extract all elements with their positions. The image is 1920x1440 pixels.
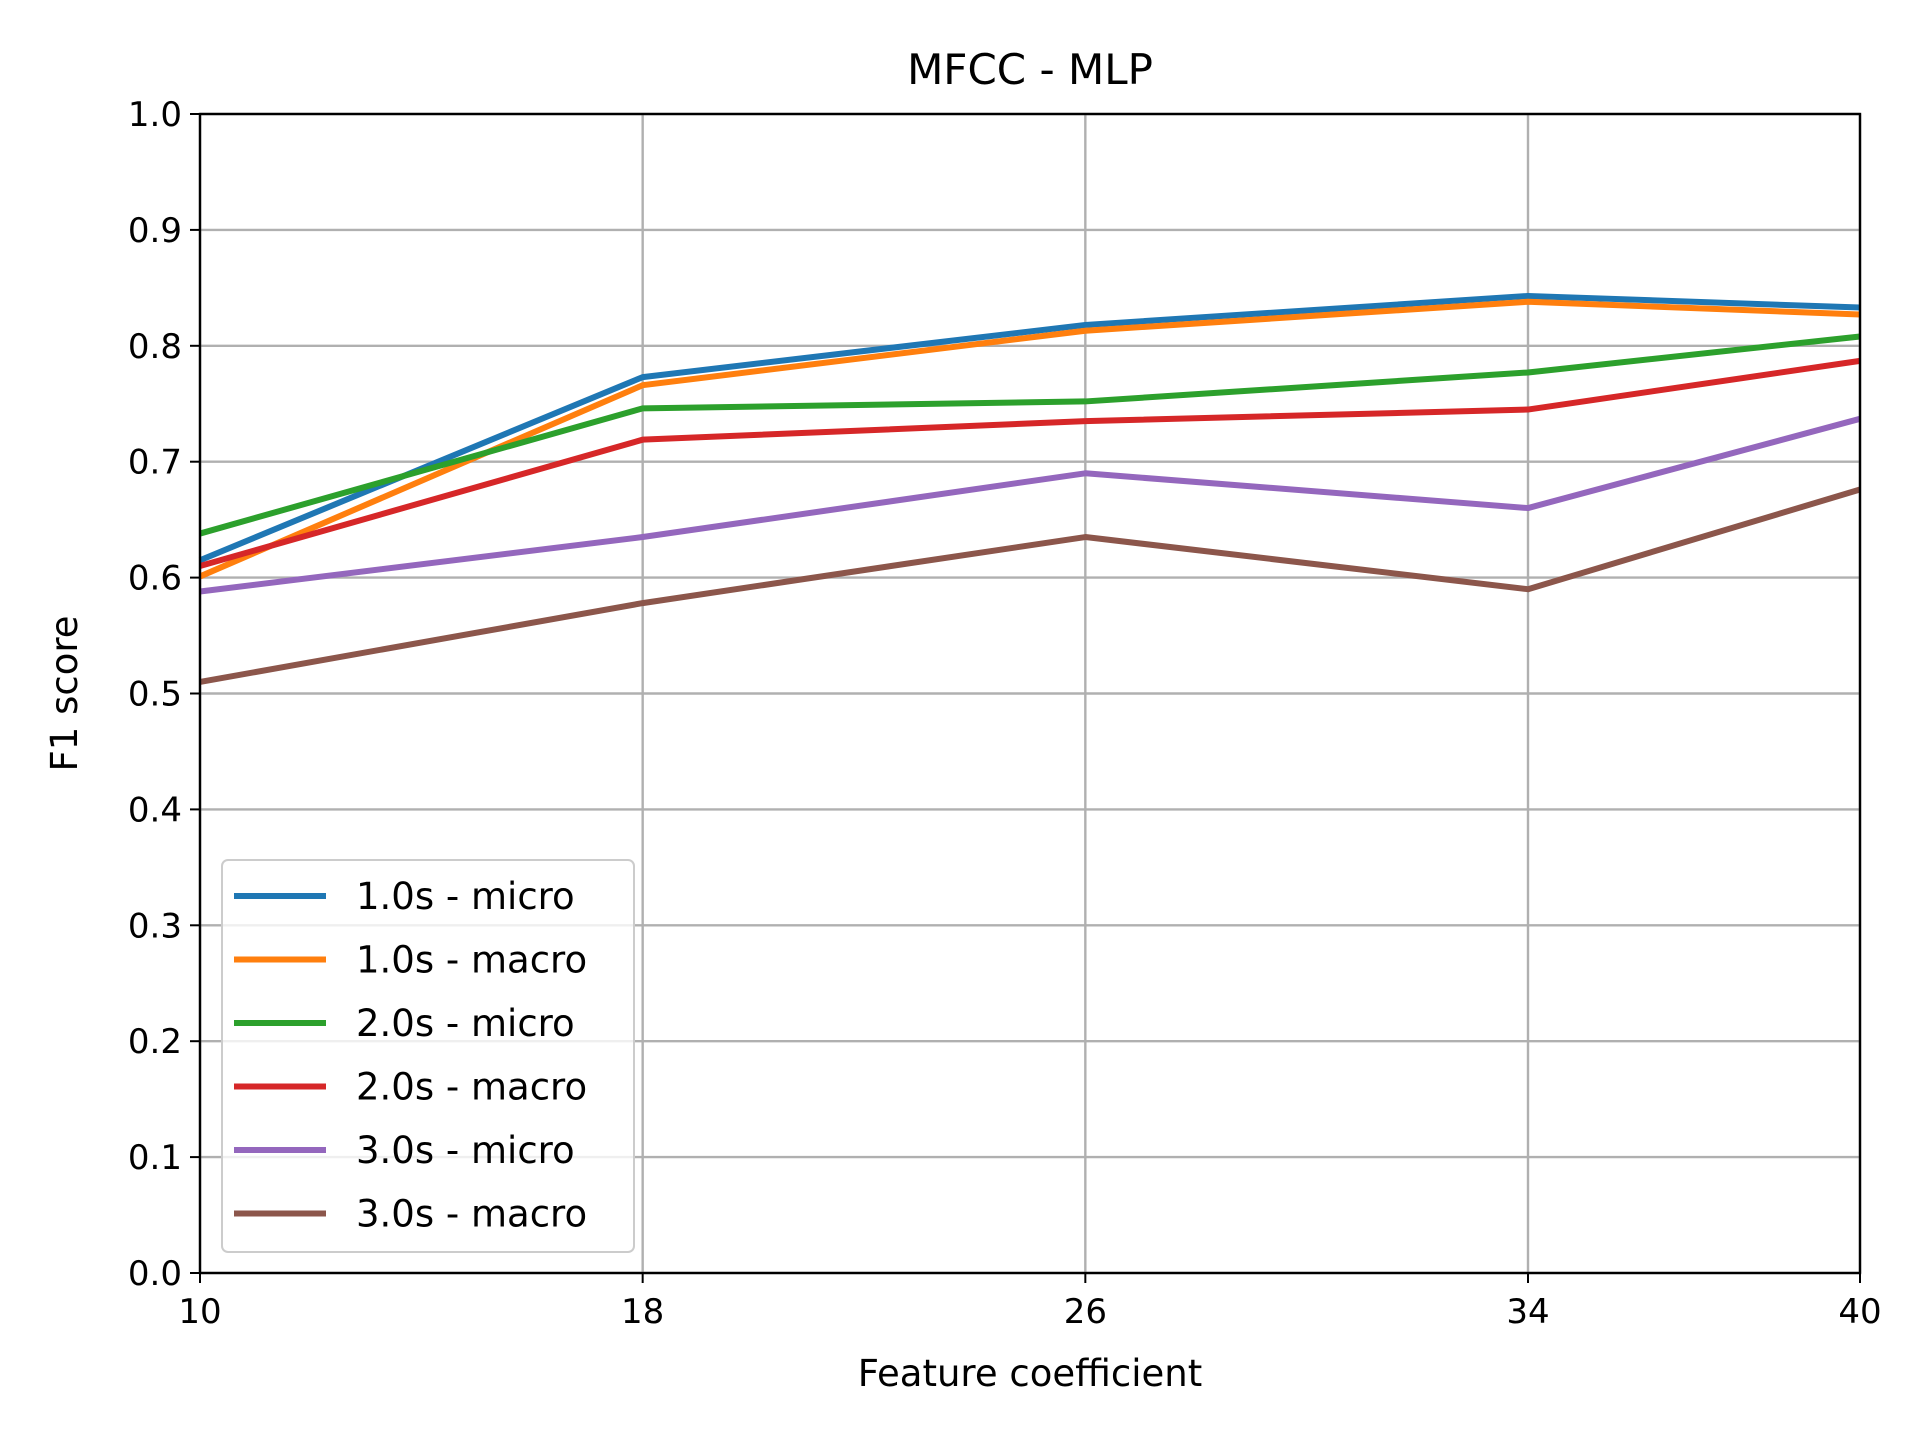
series-line-3 [199,357,1861,569]
x-tick-label: 26 [1064,1292,1107,1332]
axis-ticks: 0.0 0.1 0.2 0.3 0.4 0.5 0.6 0.7 0.8 0.9 1.0 10 18 26 3… [128,95,1882,1332]
y-tick-label: 0.5 [128,675,182,715]
series-line-4 [199,415,1861,595]
legend-label: 2.0s - macro [356,1066,587,1109]
legend-label: 1.0s - macro [356,939,587,982]
x-tick-label: 10 [178,1292,221,1332]
y-tick-label: 0.8 [128,327,182,367]
y-tick-label: 0.1 [128,1138,182,1178]
x-axis-title: Feature coefficient [858,1352,1202,1395]
y-tick-label: 0.2 [128,1022,182,1062]
y-tick-label: 0.0 [128,1254,182,1294]
legend-label: 2.0s - micro [356,1002,575,1045]
series-line-5 [199,486,1861,685]
series-line-2 [199,333,1861,537]
series-lines [198,292,1861,685]
x-tick-label: 18 [621,1292,664,1332]
y-tick-label: 0.7 [128,443,182,483]
y-tick-label: 0.9 [128,211,182,251]
legend-label: 3.0s - micro [356,1129,575,1172]
legend-label: 3.0s - macro [356,1193,587,1236]
x-tick-label: 40 [1838,1292,1881,1332]
y-tick-label: 1.0 [128,95,182,135]
y-axis-title: F1 score [43,615,86,771]
x-tick-label: 34 [1506,1292,1549,1332]
y-tick-label: 0.3 [128,906,182,946]
series-line-0 [198,292,1861,563]
y-tick-label: 0.4 [128,790,182,830]
legend: 1.0s - micro 1.0s - macro 2.0s - micro 2.0s… [221,859,635,1253]
chart-title: MFCC - MLP [907,45,1153,94]
legend-label: 1.0s - micro [356,875,575,918]
y-tick-label: 0.6 [128,559,182,599]
